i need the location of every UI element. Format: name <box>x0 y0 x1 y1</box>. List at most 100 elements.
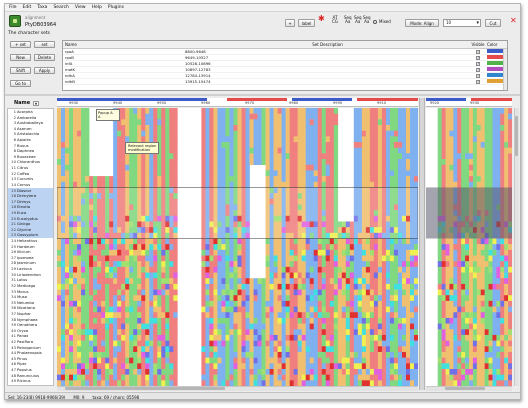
menu-edit[interactable]: Edit <box>22 5 32 10</box>
taxon-row[interactable]: 39 Oenothera <box>8 322 53 328</box>
taxon-row[interactable]: 43 Pelargonium <box>8 345 53 351</box>
charset-row[interactable]: infA 10528-10896 ✓ <box>63 61 507 67</box>
set-button[interactable]: set <box>34 41 55 48</box>
taxon-row[interactable]: 23 Gossypium <box>8 232 53 239</box>
table-scrollbar[interactable] <box>503 49 507 90</box>
taxon-row[interactable]: 32 Medicago <box>8 283 53 289</box>
color-swatch[interactable] <box>487 55 505 59</box>
charset-row[interactable]: ndhB 13915-15474 ✓ <box>63 79 507 85</box>
taxon-row[interactable]: 10 Chloranthus <box>8 159 53 165</box>
visible-checkbox[interactable]: ✓ <box>476 80 480 84</box>
taxon-row[interactable]: 31 Lotus <box>8 277 53 283</box>
taxon-row[interactable]: 30 Liriodendron <box>8 272 53 278</box>
split-divider[interactable] <box>5 94 520 96</box>
charset-row[interactable]: ndhA 12784-13914 ✓ <box>63 73 507 79</box>
taxon-row[interactable]: 28 Jasminum <box>8 260 53 266</box>
seq2-glyph-icon[interactable]: Seq Aa <box>354 15 362 24</box>
taxon-row[interactable]: 13 Cucumis <box>8 176 53 182</box>
taxon-row[interactable]: 18 Eleutia <box>8 204 53 210</box>
color-swatch[interactable] <box>487 67 505 71</box>
col-visible-header[interactable]: Visible <box>471 42 485 47</box>
taxon-row[interactable]: 20 Eucalyptus <box>8 215 53 222</box>
taxon-row[interactable]: 7 Buxus <box>8 143 53 149</box>
add-button[interactable]: + <box>285 19 295 27</box>
taxon-row[interactable]: 46 Piper <box>8 361 53 367</box>
taxon-row[interactable]: 49 Ricinus <box>8 378 53 384</box>
menu-view[interactable]: View <box>74 5 86 10</box>
charset-row[interactable]: matK 10897-12783 ✓ <box>63 67 507 73</box>
apply-button[interactable]: Apply <box>34 67 55 74</box>
taxon-row[interactable]: 8 Daphnea <box>8 148 53 154</box>
alignment-matrix-right[interactable] <box>426 108 512 386</box>
taxon-row[interactable]: 27 Ipomoea <box>8 255 53 261</box>
charset-row[interactable]: rpoA 8800-9648 ✓ <box>63 49 507 55</box>
color-swatch[interactable] <box>487 49 505 53</box>
col-desc-header[interactable]: Set Description <box>312 42 343 47</box>
taxon-row[interactable]: 26 Illicium <box>8 249 53 255</box>
taxon-row[interactable]: 22 Glycine <box>8 226 53 233</box>
taxon-row[interactable]: 37 Nuphar <box>8 311 53 317</box>
taxon-row[interactable]: 38 Nymphaea <box>8 317 53 323</box>
color-swatch[interactable] <box>487 73 505 77</box>
taxon-row[interactable]: 35 Nelumbo <box>8 300 53 306</box>
sort-icon[interactable]: ▲ <box>33 101 39 106</box>
label-button[interactable]: label <box>298 19 315 27</box>
taxon-row[interactable]: 6 Apiales <box>8 137 53 143</box>
visible-checkbox[interactable]: ✓ <box>476 62 480 66</box>
taxon-row[interactable]: 29 Lactuca <box>8 266 53 272</box>
visible-checkbox[interactable]: ✓ <box>476 50 480 54</box>
zoom-select[interactable]: 10 <box>443 19 481 27</box>
taxon-row[interactable]: 16 Drimytera <box>8 193 53 199</box>
seq3-glyph-icon[interactable]: Seq Aa <box>363 15 371 24</box>
taxon-row[interactable]: 33 Morus <box>8 289 53 295</box>
cut-button[interactable]: Cut <box>485 19 501 27</box>
new-set-button[interactable]: New <box>10 54 31 61</box>
taxon-row[interactable]: 21 Ginkgo <box>8 221 53 227</box>
delete-set-button[interactable]: Delete <box>34 54 55 61</box>
taxon-row[interactable]: 2 Amborella <box>8 115 53 121</box>
taxon-row[interactable]: 5 Aristolochia <box>8 131 53 137</box>
taxon-row[interactable]: 4 Asarum <box>8 126 53 132</box>
taxon-row[interactable]: 25 Hordeum <box>8 244 53 250</box>
asterisk-icon[interactable]: ✱ <box>318 14 325 23</box>
taxon-row[interactable]: 1 Acorpha <box>8 109 53 115</box>
taxon-row[interactable]: 34 Musa <box>8 294 53 300</box>
col-color-header[interactable]: Color <box>487 42 498 47</box>
name-column-header[interactable]: Name <box>14 100 31 106</box>
charset-row[interactable]: rpoB 9649-10527 ✓ <box>63 55 507 61</box>
menu-help[interactable]: Help <box>91 5 102 10</box>
menu-plugins[interactable]: Plugins <box>107 5 124 10</box>
goto-button[interactable]: Go to <box>10 80 31 87</box>
taxon-row[interactable]: 48 Ranunculus <box>8 373 53 379</box>
add-set-button[interactable]: + set <box>10 41 31 48</box>
visible-checkbox[interactable]: ✓ <box>476 56 480 60</box>
taxon-row[interactable]: 47 Populus <box>8 367 53 373</box>
taxon-row[interactable]: 36 Nicotiana <box>8 305 53 311</box>
taxon-row[interactable]: 45 Pinus <box>8 356 53 362</box>
taxon-row[interactable]: 41 Panax <box>8 333 53 339</box>
alignment-matrix[interactable] <box>57 108 418 386</box>
menu-search[interactable]: Search <box>53 5 69 10</box>
taxon-row[interactable]: 15 Dioscor <box>8 187 53 194</box>
taxon-row[interactable]: 19 Euca <box>8 209 53 216</box>
taxon-row[interactable]: 14 Cornus <box>8 182 53 188</box>
mixed-radio[interactable]: Mixed <box>373 19 391 24</box>
visible-checkbox[interactable]: ✓ <box>476 74 480 78</box>
taxon-row[interactable]: 9 Buxaceae <box>8 154 53 160</box>
menu-file[interactable]: File <box>9 5 17 10</box>
color-swatch[interactable] <box>487 79 505 83</box>
taxon-row[interactable]: 12 Coffea <box>8 171 53 177</box>
taxon-row[interactable]: 44 Phalaenopsis <box>8 350 53 356</box>
taxon-row[interactable]: 40 Oryza <box>8 328 53 334</box>
menu-taxa[interactable]: Taxa <box>37 5 48 10</box>
taxon-row[interactable]: 42 Pasiflora <box>8 339 53 345</box>
col-name-header[interactable]: Name <box>65 42 77 47</box>
taxon-row[interactable]: 17 Drimys <box>8 198 53 205</box>
mode-align-button[interactable]: Mode: Align <box>405 19 439 27</box>
taxon-row[interactable]: 11 Citrus <box>8 165 53 171</box>
shift-button[interactable]: Shift <box>10 67 31 74</box>
color-swatch[interactable] <box>487 61 505 65</box>
visible-checkbox[interactable]: ✓ <box>476 68 480 72</box>
at-glyph-icon[interactable]: AT CG <box>332 15 338 24</box>
close-icon[interactable]: ✕ <box>510 16 517 25</box>
